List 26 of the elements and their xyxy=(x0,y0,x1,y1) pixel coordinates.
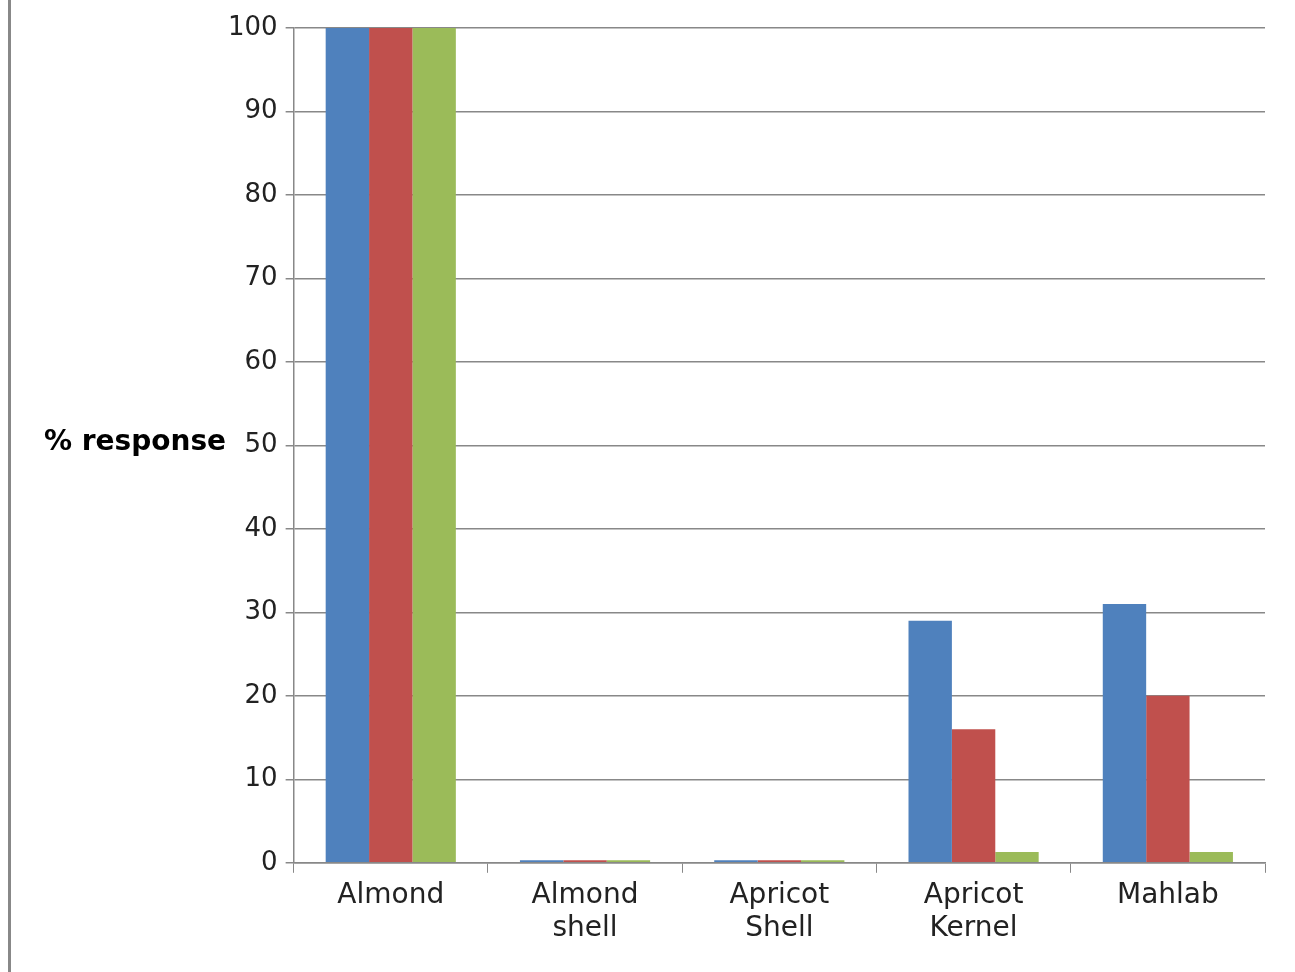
y-tick-label: 60 xyxy=(244,344,278,375)
bar xyxy=(1189,851,1233,863)
x-tick-label: Almond shell xyxy=(531,876,639,944)
x-tick-label: Apricot Shell xyxy=(729,876,830,944)
y-tick-label: 30 xyxy=(244,595,278,626)
x-tick-label: Mahlab xyxy=(1116,876,1219,910)
y-tick-label: 90 xyxy=(244,94,278,125)
bar xyxy=(951,729,996,863)
bar xyxy=(995,851,1039,863)
y-tick-label: 80 xyxy=(244,177,278,208)
bar xyxy=(412,28,456,863)
y-tick-label: 100 xyxy=(227,10,278,41)
y-tick-label: 70 xyxy=(244,261,278,292)
y-axis-title: % response xyxy=(42,424,228,457)
y-tick-label: 40 xyxy=(244,511,278,542)
bar xyxy=(369,28,413,863)
bar xyxy=(1102,604,1147,863)
bar xyxy=(325,28,370,863)
y-tick-label: 50 xyxy=(244,428,278,459)
bar xyxy=(908,620,952,863)
y-tick-label: 0 xyxy=(261,845,278,876)
y-tick-label: 20 xyxy=(244,678,278,709)
bar xyxy=(1146,695,1190,863)
y-tick-label: 10 xyxy=(244,762,278,793)
x-tick-label: Almond xyxy=(337,876,445,910)
x-tick-label: Apricot Kernel xyxy=(923,876,1024,944)
